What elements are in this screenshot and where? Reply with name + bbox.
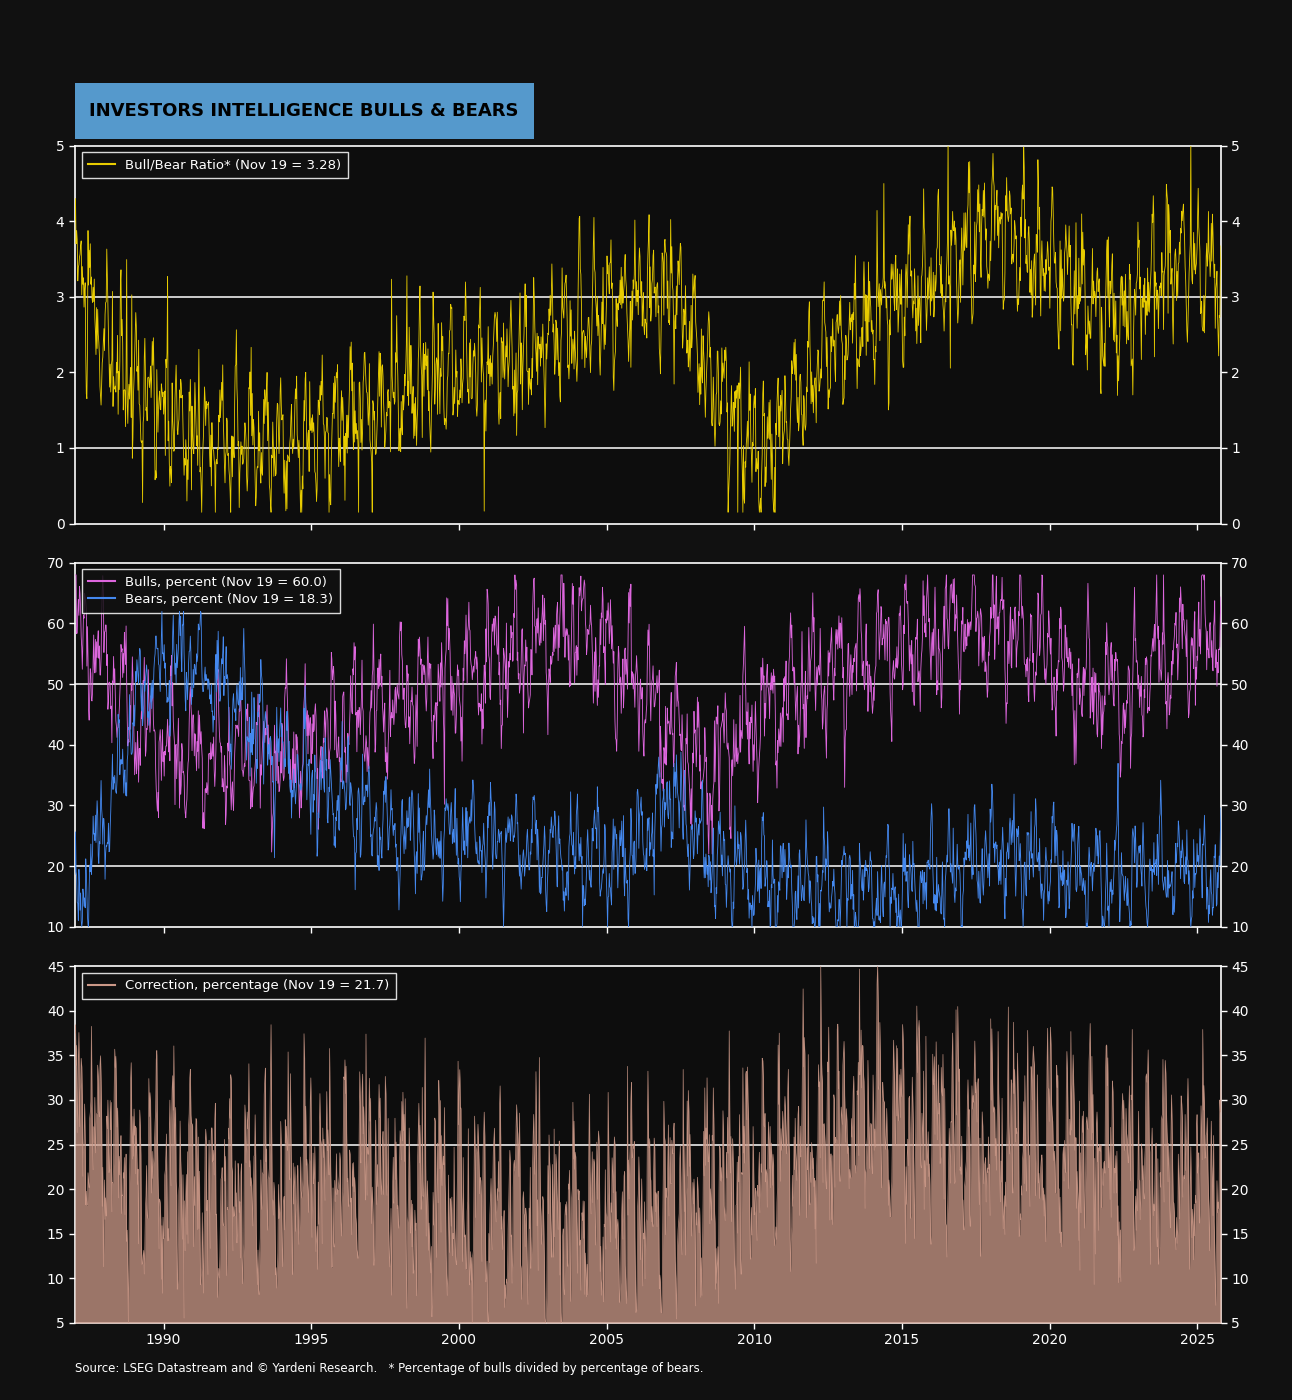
Legend: Correction, percentage (Nov 19 = 21.7): Correction, percentage (Nov 19 = 21.7) <box>81 973 395 998</box>
Legend: Bulls, percent (Nov 19 = 60.0), Bears, percent (Nov 19 = 18.3): Bulls, percent (Nov 19 = 60.0), Bears, p… <box>81 570 340 613</box>
Text: INVESTORS INTELLIGENCE BULLS & BEARS: INVESTORS INTELLIGENCE BULLS & BEARS <box>89 102 518 119</box>
Legend: Bull/Bear Ratio* (Nov 19 = 3.28): Bull/Bear Ratio* (Nov 19 = 3.28) <box>81 153 348 178</box>
Text: Source: LSEG Datastream and © Yardeni Research.   * Percentage of bulls divided : Source: LSEG Datastream and © Yardeni Re… <box>75 1362 703 1375</box>
